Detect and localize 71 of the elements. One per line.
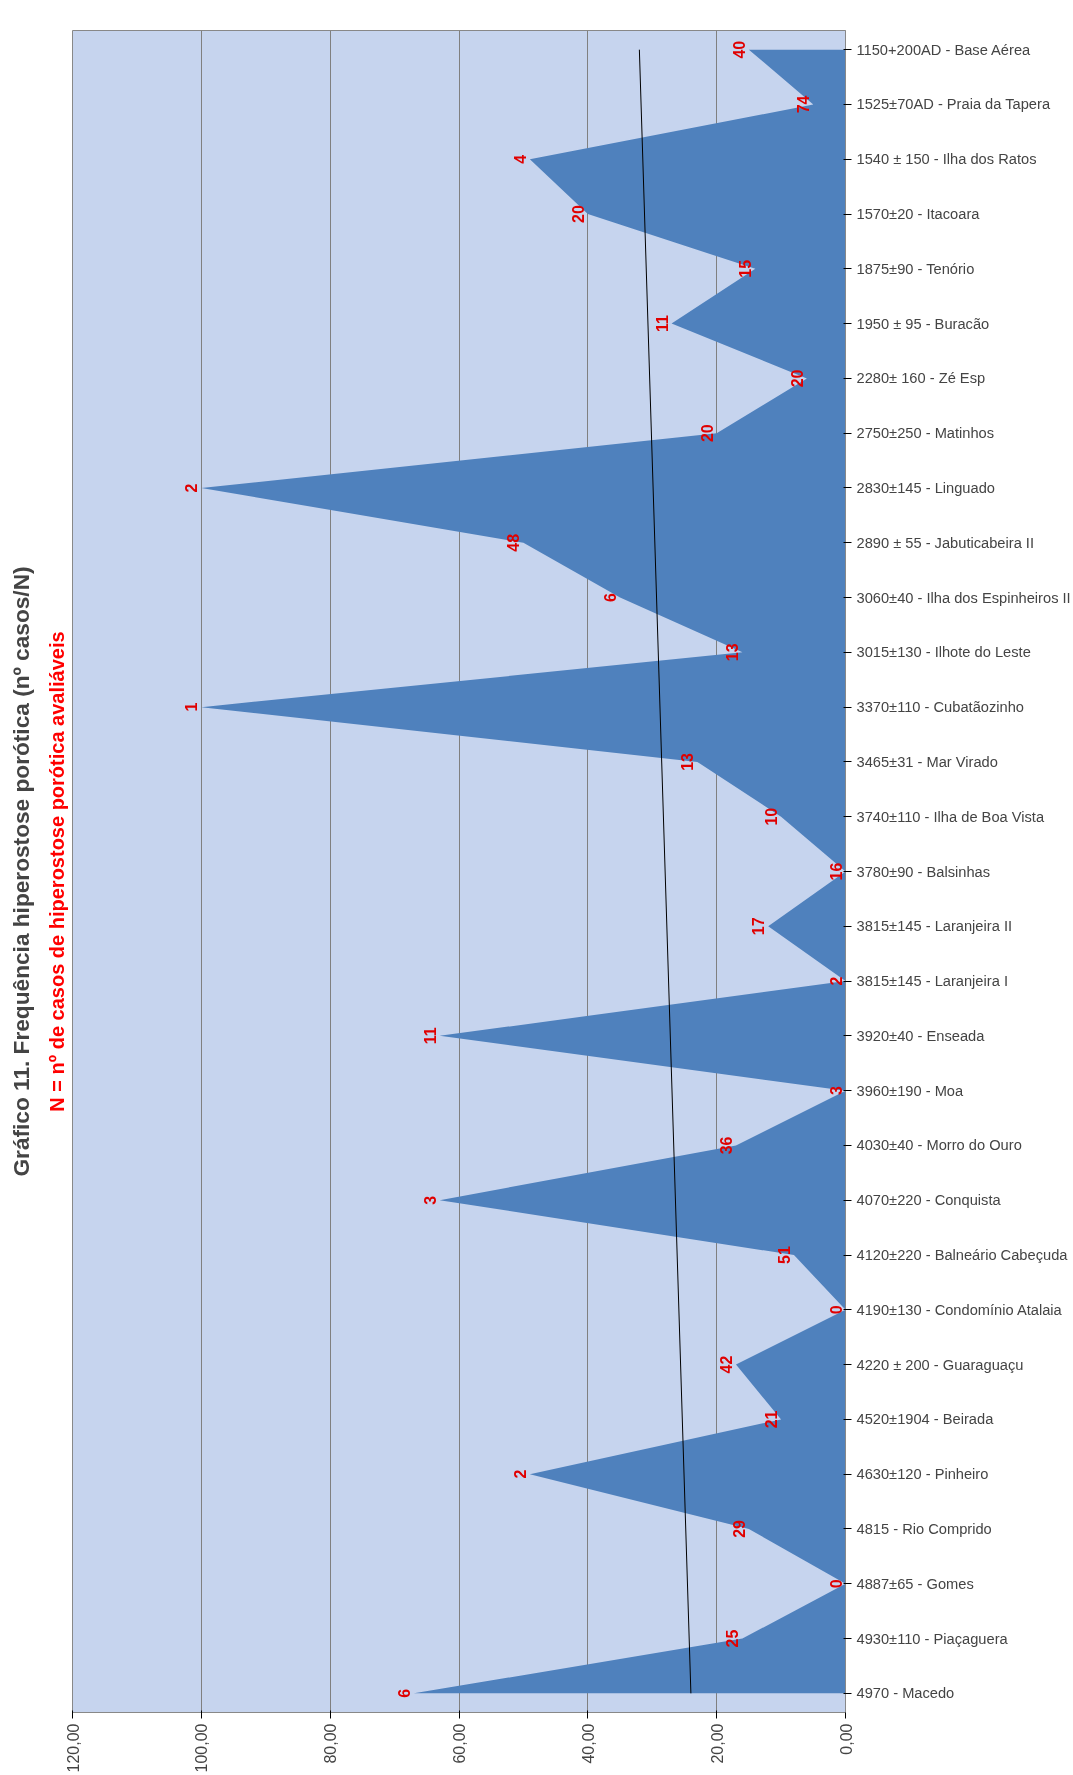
y-tick-label: 4887±65 - Gomes	[856, 1575, 974, 1592]
annotation: 1	[183, 702, 201, 712]
x-tick-label: 80,00	[322, 1723, 340, 1764]
annotation: 3	[827, 1086, 845, 1096]
annotation: 17	[750, 917, 768, 936]
annotation: 36	[717, 1136, 735, 1155]
annotation: 20	[569, 205, 587, 223]
y-tick-label: 1570±20 - Itacoara	[856, 206, 981, 223]
annotation: 74	[795, 95, 813, 114]
y-tick-label: 3740±110 - Ilha de Boa Vista	[856, 808, 1045, 825]
y-tick-label: 4970 - Macedo	[856, 1685, 955, 1702]
y-tick-label: 4930±110 - Piaçaguera	[856, 1630, 1009, 1647]
y-tick-label: 3465±31 - Mar Virado	[856, 753, 998, 770]
x-tick-label: 0,00	[837, 1723, 855, 1755]
y-tick-label: 3060±40 - Ilha dos Espinheiros II	[856, 589, 1071, 606]
annotation: 25	[724, 1629, 742, 1648]
y-tick-label: 2830±145 - Linguado	[856, 479, 995, 496]
annotation: 16	[827, 862, 845, 881]
y-tick-label: 4030±40 - Morro do Ouro	[856, 1137, 1022, 1154]
y-tick-label: 4120±220 - Balneário Cabeçuda	[856, 1247, 1069, 1264]
annotation: 20	[698, 424, 716, 443]
x-tick-label: 60,00	[451, 1723, 468, 1764]
annotation: 4	[511, 154, 529, 164]
y-tick-label: 3920±40 - Enseada	[856, 1027, 986, 1044]
annotation: 40	[730, 40, 748, 59]
annotation: 3	[421, 1195, 439, 1205]
y-tick-label: 3015±130 - Ilhote do Leste	[856, 644, 1031, 661]
y-tick-label: 4190±130 - Condomínio Atalaia	[856, 1301, 1063, 1318]
text: N = nº de casos de hiperostose porótica avaliáveis	[45, 631, 68, 1112]
y-tick-label: 2750±250 - Matinhos	[856, 425, 995, 442]
x-tick-label: 120,00	[64, 1723, 82, 1773]
text: Gráfico 11. Frequência hiperostose porótica (nº casos/N)	[7, 566, 34, 1177]
annotation: 0	[827, 1579, 845, 1589]
annotation: 2	[511, 1469, 529, 1479]
annotation: 11	[653, 315, 671, 333]
annotation: 10	[763, 807, 781, 826]
annotation: 21	[763, 1410, 781, 1429]
annotation: 6	[602, 593, 620, 603]
y-tick-label: 4630±120 - Pinheiro	[856, 1466, 989, 1483]
y-tick-label: 4520±1904 - Beirada	[856, 1411, 995, 1428]
y-tick-label: 3815±145 - Laranjeira I	[856, 973, 1008, 990]
annotation: 29	[730, 1519, 748, 1538]
x-tick-label: 40,00	[579, 1723, 597, 1764]
annotation: 42	[717, 1355, 735, 1374]
y-tick-label: 3960±190 - Moa	[856, 1082, 964, 1099]
annotation: 0	[827, 1305, 845, 1315]
annotation: 20	[788, 369, 806, 388]
y-tick-label: 1540 ± 150 - Ilha dos Ratos	[856, 151, 1037, 168]
y-tick-label: 3370±110 - Cubatãozinho	[856, 699, 1024, 716]
y-tick-label: 1950 ± 95 - Buracão	[856, 315, 990, 332]
y-tick-label: 3815±145 - Laranjeira II	[856, 918, 1013, 935]
annotation: 6	[395, 1688, 413, 1698]
annotation: 13	[679, 752, 697, 771]
annotation: 2	[827, 976, 845, 986]
y-tick-label: 2890 ± 55 - Jabuticabeira II	[856, 534, 1035, 551]
x-tick-label: 20,00	[708, 1723, 726, 1764]
y-tick-label: 1150+200AD - Base Aérea	[856, 41, 1032, 58]
annotation: 48	[505, 533, 523, 552]
annotation: 2	[183, 483, 201, 493]
y-tick-label: 3780±90 - Balsinhas	[856, 863, 991, 880]
x-tick-label: 100,00	[193, 1723, 211, 1773]
y-tick-label: 1875±90 - Tenório	[856, 260, 975, 277]
y-tick-label: 4070±220 - Conquista	[856, 1192, 1002, 1209]
annotation: 15	[737, 259, 755, 278]
annotation: 13	[724, 643, 742, 662]
annotation: 11	[421, 1027, 439, 1045]
y-tick-label: 1525±70AD - Praia da Tapera	[856, 96, 1051, 113]
annotation: 51	[775, 1246, 793, 1264]
y-tick-label: 4815 - Rio Comprido	[856, 1520, 992, 1537]
y-tick-label: 2280± 160 - Zé Esp	[856, 370, 986, 387]
y-tick-label: 4220 ± 200 - Guaraguaçu	[856, 1356, 1024, 1373]
